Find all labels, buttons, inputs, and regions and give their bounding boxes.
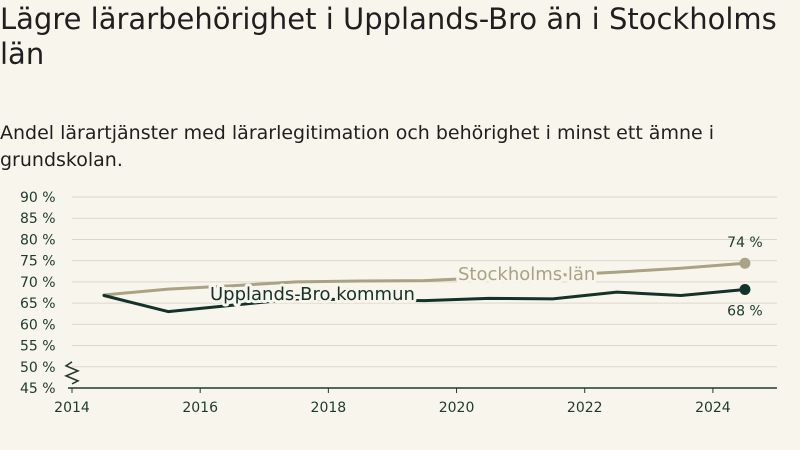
y-tick-label: 90 %	[20, 190, 56, 206]
end-label-upplands-bro: 68 %	[727, 304, 763, 320]
y-tick-label: 55 %	[20, 339, 56, 355]
chart-subtitle: Andel lärartjänster med lärarlegitimatio…	[0, 122, 715, 171]
series-label-upplands-bro: Upplands-Bro kommun	[210, 284, 415, 305]
series-end-point	[739, 257, 751, 269]
y-tick-label: 75 %	[20, 254, 56, 270]
x-tick-label: 2020	[439, 400, 475, 416]
series-label-upplands-bro-halo: Upplands-Bro kommun	[210, 284, 415, 305]
y-tick-label: 85 %	[20, 211, 56, 227]
series-end-point	[739, 284, 751, 296]
y-tick-label: 80 %	[20, 232, 56, 248]
x-axis-ticks: 2014 2016 2018 2020 2022 2024	[54, 388, 731, 416]
chart-title: Lägre lärarbehörighet i Upplands-Bro än …	[0, 2, 777, 71]
x-tick-label: 2016	[182, 400, 218, 416]
x-tick-label: 2018	[311, 400, 347, 416]
x-axis	[64, 361, 777, 389]
series-line-upplands-bro	[102, 288, 747, 314]
series-line-stockholm	[102, 261, 747, 297]
axis-break-icon	[64, 361, 80, 385]
y-tick-label: 45 %	[20, 381, 56, 397]
y-tick-label: 60 %	[20, 317, 56, 333]
x-tick-label: 2024	[695, 400, 731, 416]
end-label-stockholm: 74 %	[727, 235, 763, 251]
y-tick-label: 70 %	[20, 275, 56, 291]
series-label-stockholm-halo: Stockholms län	[458, 264, 595, 285]
series-label-stockholm: Stockholms län	[458, 264, 595, 285]
x-tick-label: 2022	[567, 400, 603, 416]
y-tick-label: 50 %	[20, 360, 56, 376]
x-tick-label: 2014	[54, 400, 90, 416]
y-axis-ticks: 45 % 50 % 55 % 60 % 65 % 70 % 75 % 80 % 85 % 90 %	[20, 190, 56, 397]
series-lines	[102, 257, 751, 314]
y-tick-label: 65 %	[20, 296, 56, 312]
line-chart: 45 % 50 % 55 % 60 % 65 % 70 % 75 % 80 % 85 % 90 %…	[20, 190, 777, 416]
